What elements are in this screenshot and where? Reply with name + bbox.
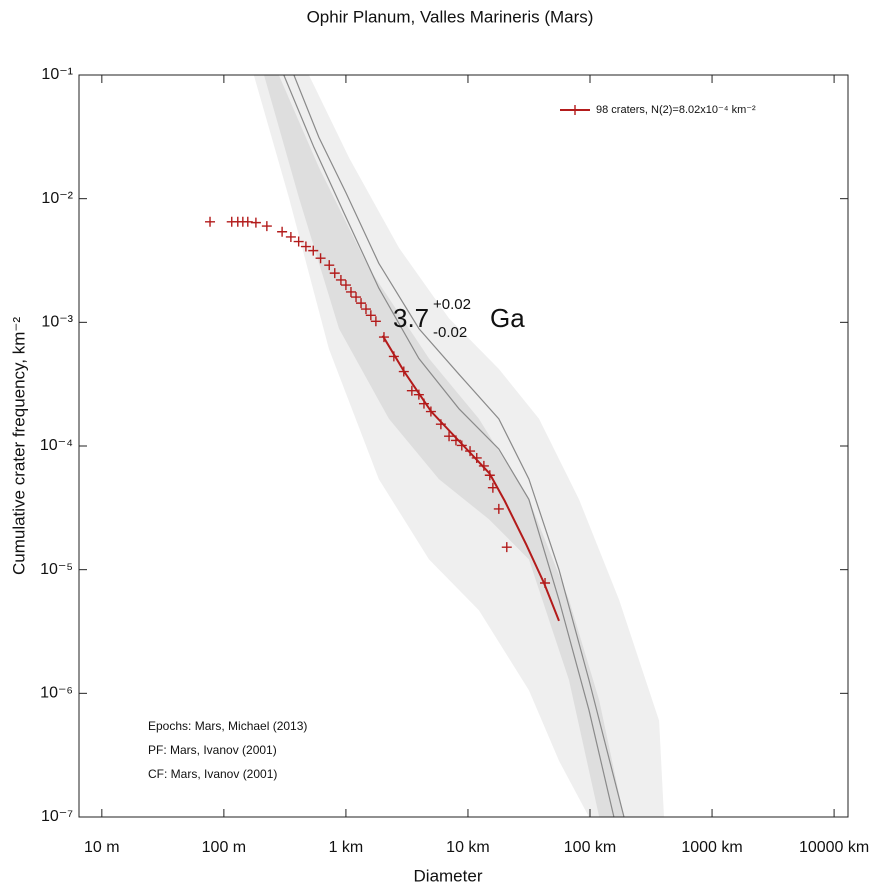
crater-point <box>406 385 417 396</box>
crater-point <box>418 398 429 409</box>
age-unit: Ga <box>490 303 525 333</box>
crater-point <box>261 221 272 232</box>
crater-point <box>250 217 261 228</box>
x-tick-label: 10000 km <box>799 839 869 856</box>
crater-point <box>340 280 351 291</box>
crater-point <box>277 226 288 237</box>
note: Epochs: Mars, Michael (2013) <box>148 719 307 733</box>
legend-swatch <box>570 105 580 115</box>
y-tick-label: 10⁻⁷ <box>41 808 73 825</box>
y-tick-label: 10⁻³ <box>41 314 73 331</box>
crater-point <box>493 503 504 514</box>
y-tick-label: 10⁻⁶ <box>40 685 73 702</box>
crater-point <box>335 274 346 285</box>
crater-point <box>329 268 340 279</box>
crater-point <box>351 292 362 303</box>
crater-point <box>205 216 216 227</box>
crater-point <box>450 435 461 446</box>
y-axis-label: Cumulative crater frequency, km⁻² <box>9 317 28 575</box>
x-tick-label: 100 m <box>202 839 246 856</box>
crater-point <box>370 316 381 327</box>
crater-point <box>285 231 296 242</box>
model-band <box>264 75 624 817</box>
crater-point <box>378 332 389 343</box>
crater-point <box>324 260 335 271</box>
x-tick-label: 1000 km <box>681 839 742 856</box>
crater-point <box>425 406 436 417</box>
isochron <box>283 75 615 817</box>
crater-point <box>444 431 455 442</box>
x-axis-label: Diameter <box>414 866 483 885</box>
crater-point <box>242 216 253 227</box>
crater-point <box>315 253 326 264</box>
isochron <box>293 75 625 817</box>
crater-point <box>293 236 304 247</box>
y-tick-label: 10⁻² <box>41 190 73 207</box>
note: CF: Mars, Ivanov (2001) <box>148 767 277 781</box>
x-tick-label: 10 km <box>446 839 490 856</box>
crater-point <box>501 542 512 553</box>
chart-title: Ophir Planum, Valles Marineris (Mars) <box>307 7 594 26</box>
note: PF: Mars, Ivanov (2001) <box>148 743 277 757</box>
legend-label: 98 craters, N(2)=8.02x10⁻⁴ km⁻² <box>596 104 756 116</box>
crater-point <box>345 286 356 297</box>
y-tick-label: 10⁻¹ <box>41 66 73 83</box>
crater-point <box>388 351 399 362</box>
age-plus: +0.02 <box>433 296 471 313</box>
y-tick-label: 10⁻⁴ <box>40 437 73 454</box>
crater-point <box>471 452 482 463</box>
crater-point <box>308 245 319 256</box>
crater-point <box>365 310 376 321</box>
crater-point <box>487 482 498 493</box>
crater-point <box>398 366 409 377</box>
x-tick-label: 10 m <box>84 839 120 856</box>
crater-point <box>465 446 476 457</box>
age-value: 3.7 <box>393 303 429 333</box>
age-minus: -0.02 <box>433 324 467 341</box>
crater-point <box>435 419 446 430</box>
crater-point <box>478 460 489 471</box>
crater-point <box>540 578 551 589</box>
crater-point <box>356 298 367 309</box>
crater-point <box>484 470 495 481</box>
plot-area <box>205 75 665 817</box>
x-tick-label: 100 km <box>564 839 616 856</box>
crater-point <box>413 389 424 400</box>
crater-point <box>300 241 311 252</box>
x-tick-label: 1 km <box>329 839 364 856</box>
crater-point <box>456 440 467 451</box>
crater-point <box>360 304 371 315</box>
y-tick-label: 10⁻⁵ <box>40 561 73 578</box>
